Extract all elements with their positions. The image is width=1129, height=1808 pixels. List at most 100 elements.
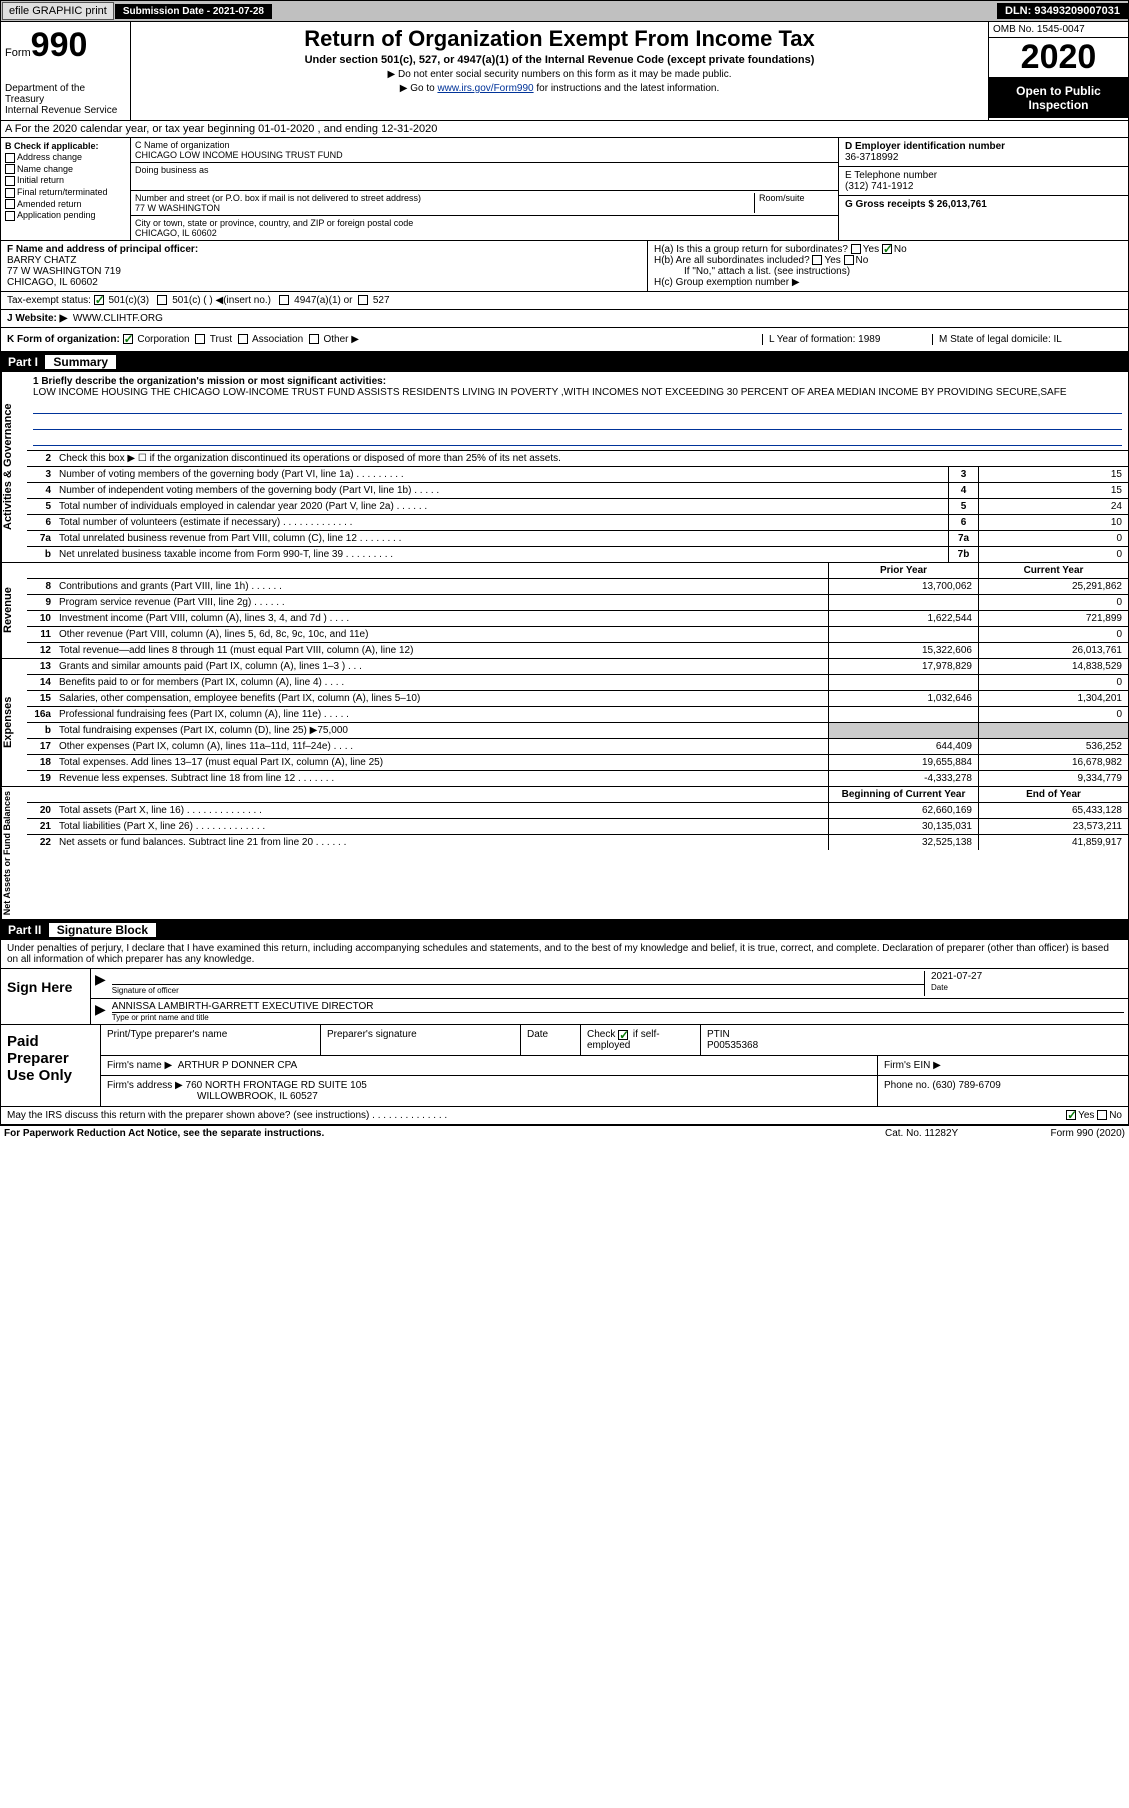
- mission-line: [33, 432, 1122, 446]
- sig-officer-lbl: Signature of officer: [112, 986, 179, 995]
- part1-label: Part I: [8, 355, 38, 369]
- exp-line: bTotal fundraising expenses (Part IX, co…: [27, 723, 1128, 739]
- prep-print-lbl: Print/Type preparer's name: [101, 1025, 321, 1055]
- section-fh: F Name and address of principal officer:…: [0, 241, 1129, 292]
- f-addr1: 77 W WASHINGTON 719: [7, 266, 121, 277]
- irs-link[interactable]: www.irs.gov/Form990: [437, 83, 533, 94]
- prep-self-chk[interactable]: [618, 1030, 628, 1040]
- exp-line: 16aProfessional fundraising fees (Part I…: [27, 707, 1128, 723]
- net-line: 22Net assets or fund balances. Subtract …: [27, 835, 1128, 850]
- form-header: Form990 Department of the Treasury Inter…: [0, 22, 1129, 121]
- exp-line: 15Salaries, other compensation, employee…: [27, 691, 1128, 707]
- rev-line: 9Program service revenue (Part VIII, lin…: [27, 595, 1128, 611]
- chk-name[interactable]: [5, 164, 15, 174]
- k-assoc[interactable]: [238, 334, 248, 344]
- top-bar: efile GRAPHIC print Submission Date - 20…: [0, 0, 1129, 22]
- chk-final[interactable]: [5, 188, 15, 198]
- hb-yes-lbl: Yes: [824, 255, 840, 266]
- mission-line: [33, 416, 1122, 430]
- city: CHICAGO, IL 60602: [135, 228, 217, 238]
- dept-label: Department of the Treasury: [5, 83, 126, 105]
- te-501c3[interactable]: [94, 295, 104, 305]
- ha-yes[interactable]: [851, 244, 861, 254]
- te-527[interactable]: [358, 295, 368, 305]
- summary-rev: Revenue Prior YearCurrent Year 8Contribu…: [0, 563, 1129, 659]
- lbl-initial: Initial return: [17, 175, 64, 185]
- ha-no[interactable]: [882, 244, 892, 254]
- ptin-lbl: PTIN: [707, 1029, 730, 1040]
- prep-title: Paid Preparer Use Only: [1, 1025, 101, 1106]
- ein: 36-3718992: [845, 152, 898, 163]
- hb-lbl: H(b) Are all subordinates included?: [654, 255, 810, 266]
- net-line: 21Total liabilities (Part X, line 26) . …: [27, 819, 1128, 835]
- goto-pre: ▶ Go to: [400, 83, 438, 94]
- org-name: CHICAGO LOW INCOME HOUSING TRUST FUND: [135, 150, 343, 160]
- section-c: C Name of organizationCHICAGO LOW INCOME…: [131, 138, 838, 240]
- line2: Check this box ▶ ☐ if the organization d…: [55, 451, 1128, 466]
- col-boy: Beginning of Current Year: [828, 787, 978, 802]
- lbl-amended: Amended return: [17, 199, 82, 209]
- lbl-address: Address change: [17, 152, 82, 162]
- section-bcd: B Check if applicable: Address change Na…: [0, 138, 1129, 241]
- exp-line: 18Total expenses. Add lines 13–17 (must …: [27, 755, 1128, 771]
- ein-lbl: D Employer identification number: [845, 141, 1005, 152]
- ssn-note: ▶ Do not enter social security numbers o…: [139, 69, 980, 80]
- k-other[interactable]: [309, 334, 319, 344]
- signature-block: Under penalties of perjury, I declare th…: [0, 940, 1129, 1025]
- open-public: Open to Public Inspection: [989, 78, 1128, 118]
- l-year: L Year of formation: 1989: [762, 334, 932, 345]
- part1-header: Part I Summary: [0, 352, 1129, 372]
- officer-name: ANNISSA LAMBIRTH-GARRETT EXECUTIVE DIREC…: [112, 1001, 374, 1012]
- te-i4: 527: [373, 295, 390, 306]
- k-lbl: K Form of organization:: [7, 334, 120, 345]
- k-org-row: K Form of organization: Corporation Trus…: [0, 328, 1129, 352]
- te-4947[interactable]: [279, 295, 289, 305]
- dln: DLN: 93493209007031: [997, 3, 1128, 19]
- gov-line: 7aTotal unrelated business revenue from …: [27, 531, 1128, 547]
- part2-header: Part II Signature Block: [0, 920, 1129, 940]
- summary-exp: Expenses 13Grants and similar amounts pa…: [0, 659, 1129, 787]
- hb-no[interactable]: [844, 255, 854, 265]
- sec-b-title: B Check if applicable:: [5, 141, 99, 151]
- chk-initial[interactable]: [5, 176, 15, 186]
- discuss-yes[interactable]: [1066, 1110, 1076, 1120]
- firm-addr2: WILLOWBROOK, IL 60527: [107, 1091, 318, 1102]
- f-name: BARRY CHATZ: [7, 255, 76, 266]
- hb-yes[interactable]: [812, 255, 822, 265]
- exp-line: 17Other expenses (Part IX, column (A), l…: [27, 739, 1128, 755]
- m-state: M State of legal domicile: IL: [932, 334, 1122, 345]
- sign-here: Sign Here: [1, 969, 91, 1024]
- vtab-gov: Activities & Governance: [1, 372, 27, 562]
- k-corp[interactable]: [123, 334, 133, 344]
- chk-amended[interactable]: [5, 199, 15, 209]
- website-row: J Website: ▶ WWW.CLIHTF.ORG: [0, 310, 1129, 328]
- foot-right: Form 990 (2020): [1005, 1128, 1125, 1139]
- addr-lbl: Number and street (or P.O. box if mail i…: [135, 193, 754, 203]
- k-assoc-lbl: Association: [252, 334, 303, 345]
- efile-button[interactable]: efile GRAPHIC print: [2, 2, 114, 20]
- sig-date: 2021-07-27: [931, 971, 982, 982]
- f-lbl: F Name and address of principal officer:: [7, 244, 198, 255]
- tax-exempt-row: Tax-exempt status: 501(c)(3) 501(c) ( ) …: [0, 292, 1129, 310]
- chk-address[interactable]: [5, 153, 15, 163]
- form-number: 990: [31, 26, 88, 64]
- arrow-icon: ▶: [95, 971, 106, 996]
- discuss-no[interactable]: [1097, 1110, 1107, 1120]
- part2-title: Signature Block: [49, 923, 156, 937]
- form-subtitle: Under section 501(c), 527, or 4947(a)(1)…: [139, 54, 980, 66]
- discuss-lbl: May the IRS discuss this return with the…: [7, 1110, 1066, 1121]
- website-val: WWW.CLIHTF.ORG: [73, 313, 163, 324]
- ha-no-lbl: No: [894, 244, 907, 255]
- discuss-no-lbl: No: [1109, 1110, 1122, 1121]
- te-501c[interactable]: [157, 295, 167, 305]
- f-addr2: CHICAGO, IL 60602: [7, 277, 98, 288]
- phone: (312) 741-1912: [845, 181, 913, 192]
- chk-pending[interactable]: [5, 211, 15, 221]
- summary-gov: Activities & Governance 1 Briefly descri…: [0, 372, 1129, 563]
- arrow-icon: ▶: [95, 1001, 106, 1022]
- k-other-lbl: Other ▶: [323, 334, 358, 345]
- k-trust[interactable]: [195, 334, 205, 344]
- mission-text: LOW INCOME HOUSING THE CHICAGO LOW-INCOM…: [33, 387, 1067, 398]
- net-line: 20Total assets (Part X, line 16) . . . .…: [27, 803, 1128, 819]
- org-name-lbl: C Name of organization: [135, 140, 834, 150]
